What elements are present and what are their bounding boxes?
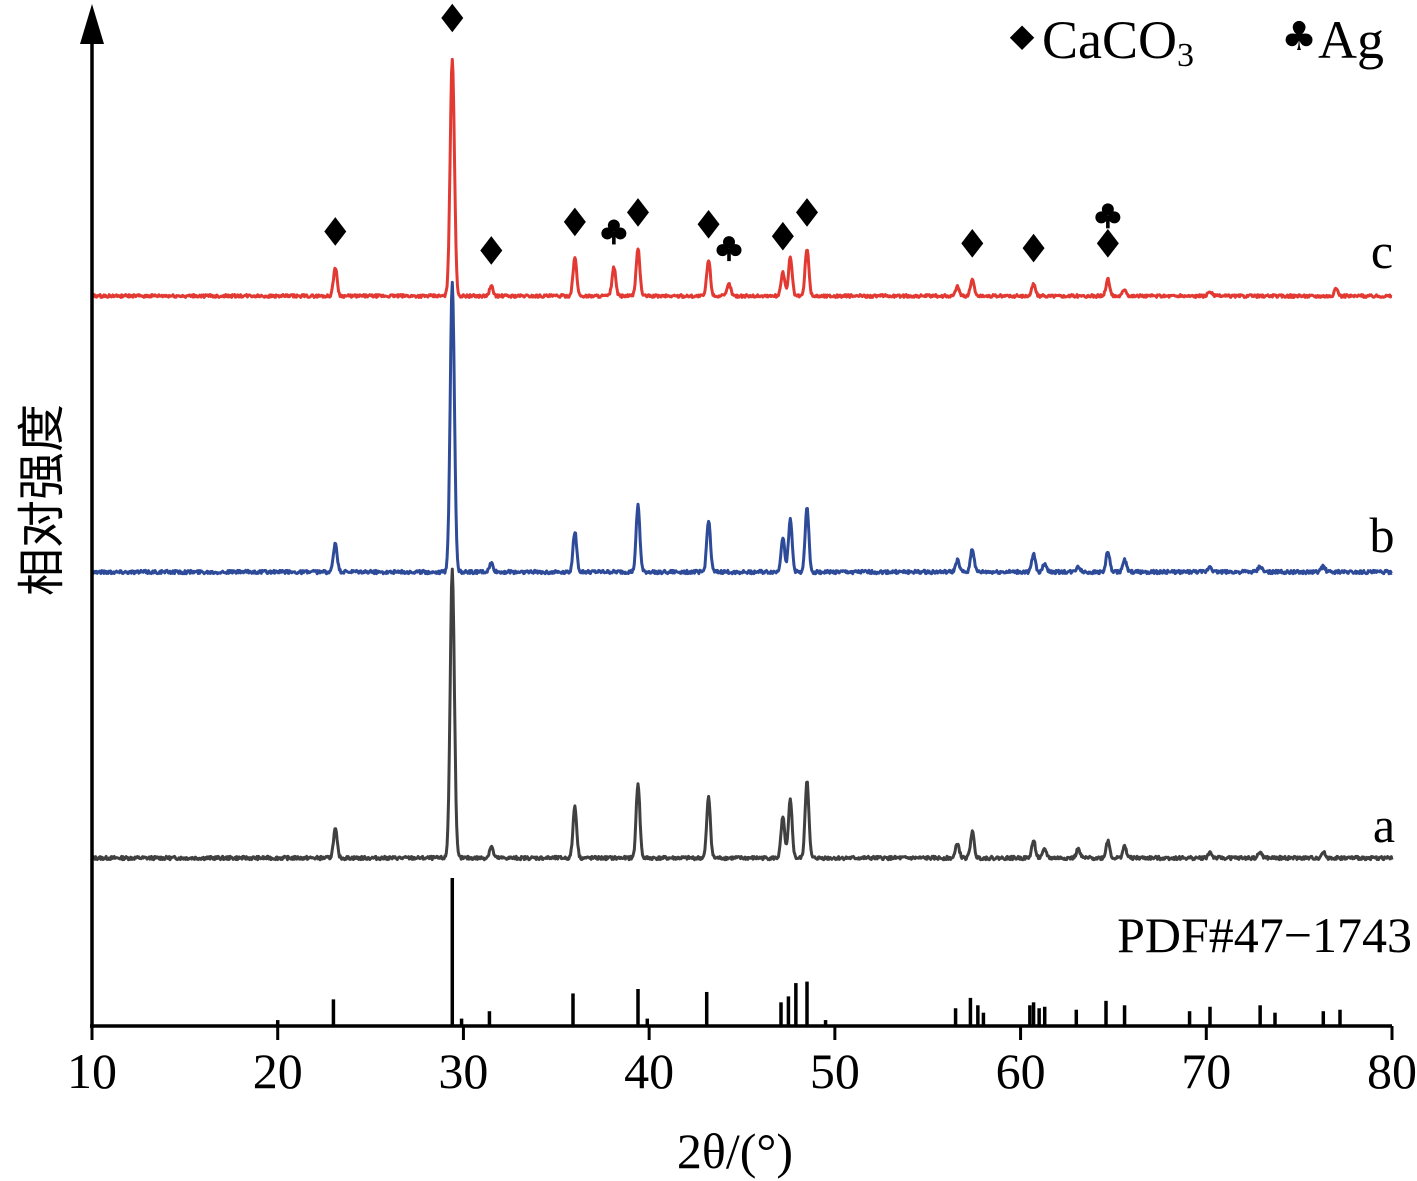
legend-caco3-sub: 3 [1177,37,1194,74]
x-tick-label: 40 [624,1043,674,1099]
caco3-marker [324,217,347,246]
series-label-a: a [1373,797,1395,853]
caco3-marker [771,221,794,251]
ag-marker [716,236,742,262]
legend-caco3-symbol: ◆ [1010,16,1035,54]
ag-marker [601,219,627,245]
legend-ag-label: Ag [1318,10,1384,70]
x-tick-label: 60 [996,1043,1046,1099]
caco3-marker [961,229,984,258]
caco3-marker [1022,233,1045,263]
series-line-c [90,57,1393,299]
x-tick-label: 70 [1181,1043,1231,1099]
x-tick-label: 30 [438,1043,488,1099]
caco3-marker [1096,229,1119,258]
x-tick-label: 50 [810,1043,860,1099]
legend-caco3-main: CaCO [1042,10,1177,70]
caco3-marker [441,3,464,33]
ag-marker [1095,203,1121,229]
phase-markers [324,3,1121,265]
caco3-marker [563,207,586,237]
series-group [90,57,1394,862]
series-line-b [90,280,1393,576]
x-tick-label: 80 [1367,1043,1417,1099]
reference-pattern [275,878,1342,1026]
y-axis-arrow [80,4,104,44]
legend-caco3-label: CaCO3 [1042,10,1194,74]
x-axis-label: 2θ/(°) [677,1123,793,1179]
series-line-a [91,567,1394,862]
caco3-marker [796,198,818,227]
x-tick-label: 10 [67,1043,117,1099]
legend: ◆ CaCO3 ♣ Ag [1010,10,1384,74]
caco3-marker [627,198,649,227]
series-label-b: b [1370,507,1395,563]
reference-label: PDF#47−1743 [1117,907,1412,963]
caco3-marker [697,210,720,239]
caco3-marker [480,236,503,265]
x-tick-label: 20 [253,1043,303,1099]
legend-ag-symbol: ♣ [1281,14,1317,60]
y-axis-label: 相对强度 [14,404,70,596]
x-ticks: 10 20 30 40 50 60 70 80 [67,1026,1417,1099]
series-label-c: c [1371,223,1393,279]
